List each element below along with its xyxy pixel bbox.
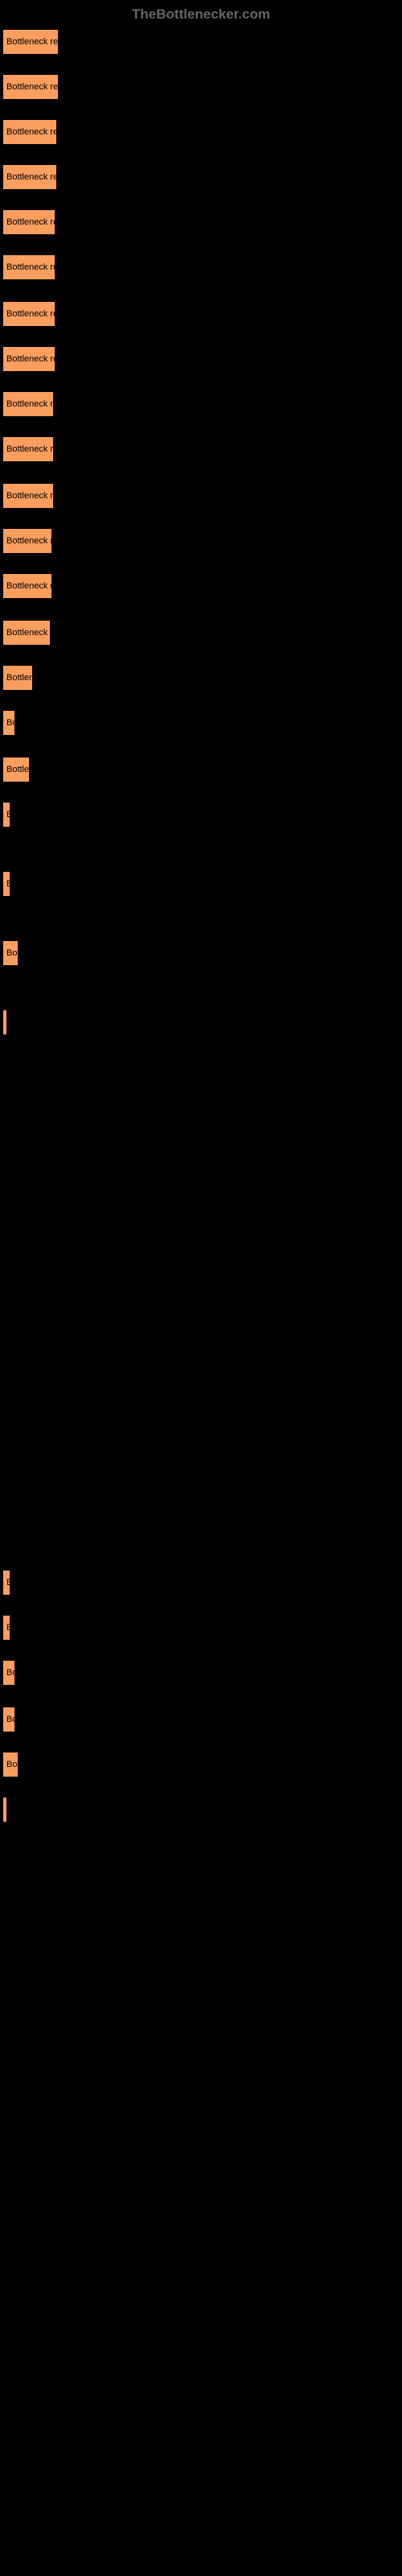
chart-bar: Bottleneck result	[2, 391, 54, 417]
chart-bar: Bottleneck result	[2, 119, 57, 145]
chart-bar: Bottleneck result	[2, 29, 59, 55]
chart-bar: Bottleneck result	[2, 1615, 10, 1641]
chart-bar: Bottleneck result	[2, 74, 59, 100]
chart-bar: Bottleneck result	[2, 1752, 18, 1777]
chart-bar: Bottleneck result	[2, 940, 18, 966]
chart-bar: Bottleneck result	[2, 1707, 15, 1732]
chart-bar: Bottleneck result	[2, 871, 10, 897]
chart-bar: Bottleneck result	[2, 665, 33, 691]
chart-bar: Bottleneck result	[2, 1570, 10, 1596]
page-title: TheBottlenecker.com	[132, 6, 270, 23]
chart-bar: Bottleneck result	[2, 436, 54, 462]
chart-bar: Bottleneck result	[2, 620, 51, 646]
chart-bar: Bottleneck result	[2, 1009, 7, 1035]
chart-bar: Bottleneck result	[2, 483, 54, 509]
chart-bar: Bottleneck result	[2, 254, 55, 280]
chart-bar: Bottleneck result	[2, 164, 57, 190]
chart-bar: Bottleneck result	[2, 573, 52, 599]
chart-bar: Bottleneck result	[2, 757, 30, 782]
chart-bar: Bottleneck result	[2, 346, 55, 372]
chart-bar: Bottleneck result	[2, 528, 52, 554]
chart-bar: Bottleneck result	[2, 710, 15, 736]
chart-bar: Bottleneck result	[2, 209, 55, 235]
chart-bar: Bottleneck result	[2, 802, 10, 828]
chart-bar: Bottleneck result	[2, 1660, 15, 1686]
chart-bar: Bottleneck result	[2, 301, 55, 327]
chart-bar: Bottleneck result	[2, 1797, 7, 1823]
